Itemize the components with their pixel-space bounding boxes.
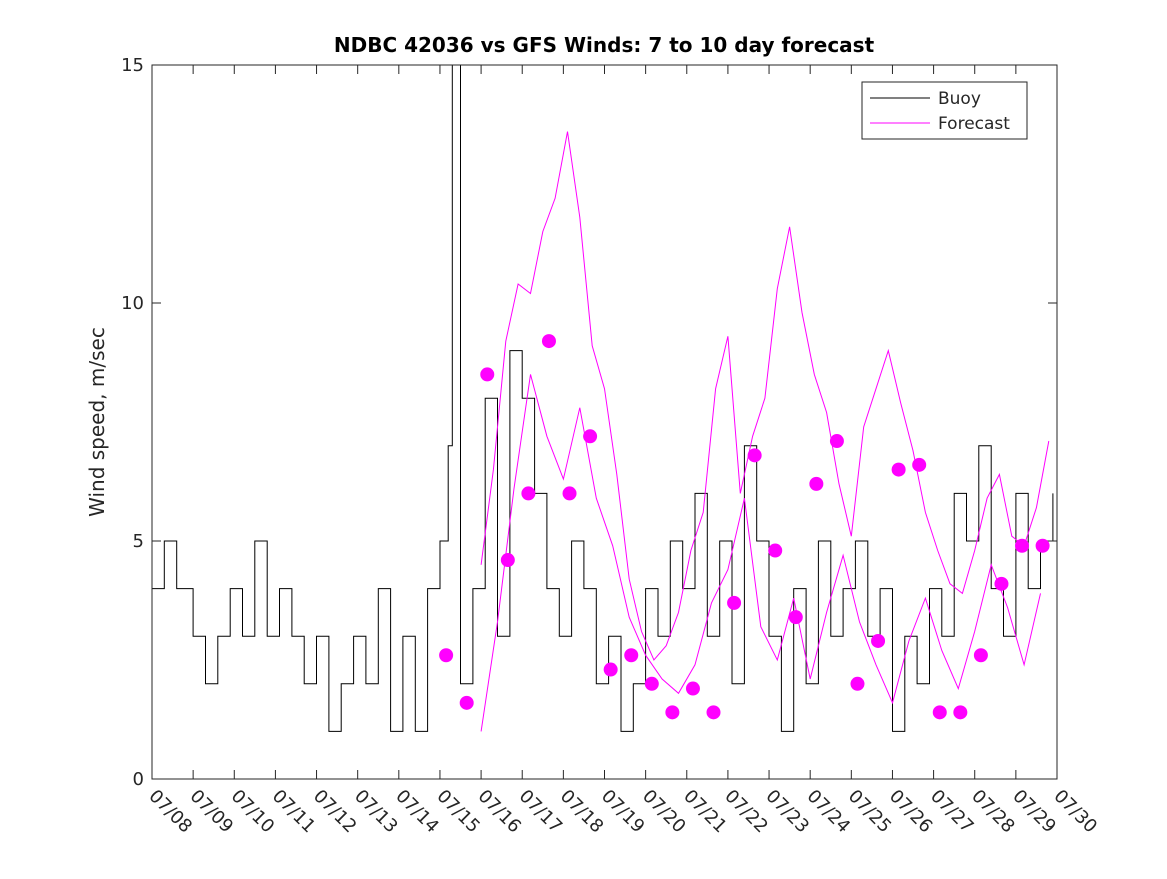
forecast-marker — [706, 705, 721, 720]
legend-label-buoy: Buoy — [938, 89, 981, 109]
forecast-marker — [727, 595, 742, 610]
forecast-marker — [850, 676, 865, 691]
forecast-marker — [768, 543, 783, 558]
forecast-marker — [624, 648, 639, 663]
forecast-marker — [871, 633, 886, 648]
forecast-marker — [747, 448, 762, 463]
forecast-marker — [480, 367, 495, 382]
forecast-marker — [973, 648, 988, 663]
forecast-marker — [459, 695, 474, 710]
forecast-marker — [994, 576, 1009, 591]
forecast-marker — [1035, 538, 1050, 553]
forecast-marker — [685, 681, 700, 696]
forecast-marker — [521, 486, 536, 501]
forecast-marker — [603, 662, 618, 677]
forecast-marker — [953, 705, 968, 720]
forecast-marker — [932, 705, 947, 720]
forecast-marker — [829, 434, 844, 449]
forecast-marker — [1015, 538, 1030, 553]
forecast-marker — [788, 610, 803, 625]
legend-label-forecast: Forecast — [938, 114, 1010, 134]
forecast-marker — [439, 648, 454, 663]
legend: Buoy Forecast — [861, 81, 1028, 140]
forecast-series-line — [480, 131, 1050, 661]
plot-area-background — [152, 65, 1057, 779]
forecast-marker — [665, 705, 680, 720]
y-tick-label: 0 — [133, 769, 144, 790]
y-tick-label: 10 — [121, 293, 144, 314]
forecast-series-line — [480, 374, 1041, 732]
legend-box — [861, 81, 1028, 140]
y-tick-label: 15 — [121, 55, 144, 76]
forecast-marker — [583, 429, 598, 444]
chart-title: NDBC 42036 vs GFS Winds: 7 to 10 day for… — [334, 33, 875, 57]
forecast-marker — [809, 476, 824, 491]
forecast-marker — [912, 457, 927, 472]
buoy-series-line — [152, 64, 1054, 732]
y-tick-label: 5 — [133, 531, 144, 552]
forecast-marker — [644, 676, 659, 691]
forecast-marker — [562, 486, 577, 501]
series-layer — [152, 64, 1054, 732]
y-axis-label: Wind speed, m/sec — [85, 327, 109, 517]
forecast-marker — [541, 334, 556, 349]
forecast-marker — [500, 553, 515, 568]
forecast-marker — [891, 462, 906, 477]
